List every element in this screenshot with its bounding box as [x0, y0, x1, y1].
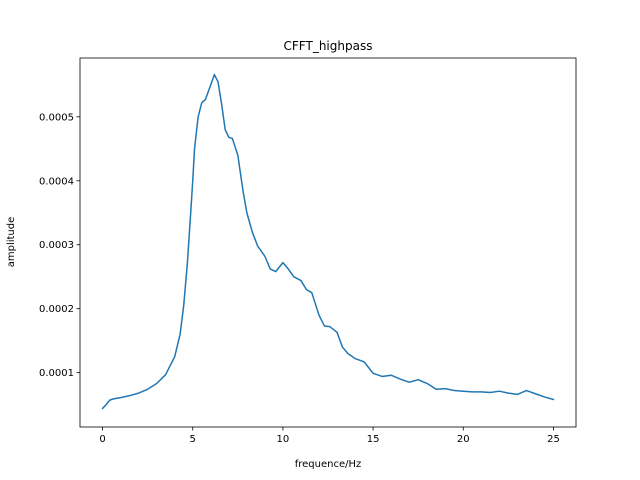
x-tick-label: 5 — [190, 434, 196, 445]
y-tick-label: 0.0002 — [39, 304, 74, 315]
x-axis: 0 5 10 15 20 25 — [99, 427, 560, 445]
y-axis: 0.0001 0.0002 0.0003 0.0004 0.0005 — [39, 112, 80, 379]
x-tick-label: 20 — [457, 434, 470, 445]
y-tick-label: 0.0005 — [39, 112, 74, 123]
y-tick-label: 0.0003 — [39, 240, 74, 251]
y-tick-label: 0.0004 — [39, 176, 74, 187]
x-tick-label: 15 — [367, 434, 380, 445]
plot-area — [101, 73, 555, 410]
plot-frame — [79, 57, 577, 428]
y-tick-label: 0.0001 — [39, 368, 74, 379]
x-tick-label: 10 — [277, 434, 290, 445]
chart-title: CFFT_highpass — [284, 39, 373, 53]
x-axis-label: frequence/Hz — [295, 459, 362, 470]
y-axis-label: amplitude — [6, 217, 17, 268]
x-tick-label: 25 — [547, 434, 560, 445]
x-tick-label: 0 — [99, 434, 105, 445]
series-line — [101, 73, 555, 410]
